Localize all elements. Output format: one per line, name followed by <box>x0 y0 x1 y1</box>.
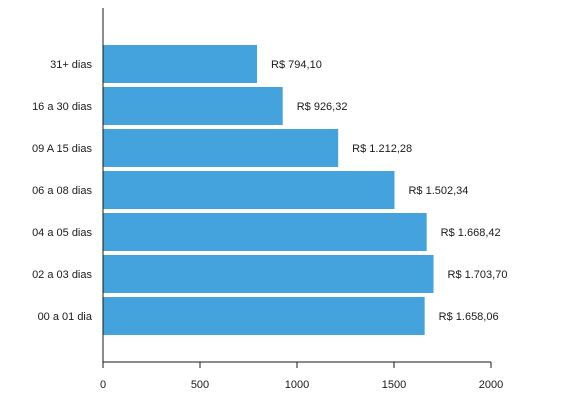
bar-0 <box>103 45 258 83</box>
bar-5 <box>103 255 434 293</box>
value-label-1: R$ 926,32 <box>297 101 348 113</box>
value-label-2: R$ 1.212,28 <box>352 143 412 155</box>
x-tick-label-0: 0 <box>100 379 106 391</box>
category-label-2: 09 A 15 dias <box>32 143 92 155</box>
x-ticks-group: 0 500 1000 1500 2000 <box>100 362 503 391</box>
bar-3 <box>103 171 395 209</box>
value-label-3: R$ 1.502,34 <box>408 185 468 197</box>
bar-6 <box>103 297 425 335</box>
bar-4 <box>103 213 427 251</box>
value-label-4: R$ 1.668,42 <box>441 227 501 239</box>
value-label-0: R$ 794,10 <box>271 59 322 71</box>
bar-1 <box>103 87 283 125</box>
x-tick-label-2: 1000 <box>285 379 309 391</box>
category-label-5: 02 a 03 dias <box>32 269 92 281</box>
x-tick-label-1: 500 <box>191 379 209 391</box>
value-labels-group: R$ 794,10 R$ 926,32 R$ 1.212,28 R$ 1.502,34… <box>271 59 507 323</box>
category-label-0: 31+ dias <box>50 59 92 71</box>
value-label-6: R$ 1.658,06 <box>439 311 499 323</box>
x-tick-label-4: 2000 <box>479 379 503 391</box>
category-label-6: 00 a 01 dia <box>38 311 93 323</box>
category-label-3: 06 a 08 dias <box>32 185 92 197</box>
category-label-1: 16 a 30 dias <box>32 101 92 113</box>
bar-2 <box>103 129 339 167</box>
category-label-4: 04 a 05 dias <box>32 227 92 239</box>
value-label-5: R$ 1.703,70 <box>448 269 508 281</box>
category-labels-group: 31+ dias 16 a 30 dias 09 A 15 dias 06 a 08 … <box>32 59 93 323</box>
x-tick-label-3: 1500 <box>382 379 406 391</box>
bars-group <box>103 45 434 335</box>
